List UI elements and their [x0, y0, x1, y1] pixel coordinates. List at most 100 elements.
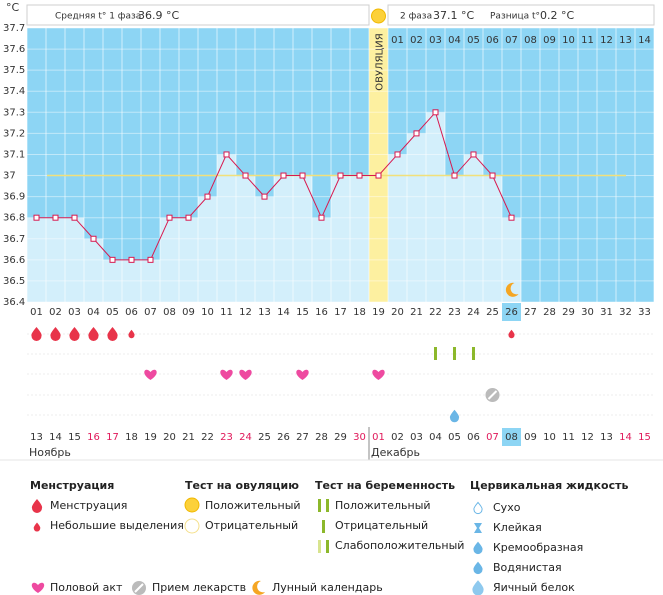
date-label: 21	[182, 432, 195, 443]
legend-icon	[472, 580, 484, 595]
phase2-day: 02	[410, 35, 423, 46]
y-tick-label: 36.4	[3, 297, 25, 308]
date-label: 23	[220, 432, 233, 443]
menstruation	[50, 327, 61, 342]
legend-item: Слабоположительный	[335, 539, 464, 552]
header-value: 36.9 °C	[138, 9, 179, 22]
temp-point	[280, 172, 287, 179]
temp-bar	[464, 154, 483, 302]
x-tick-label: 02	[49, 307, 62, 318]
moon	[505, 282, 519, 297]
temp-point	[394, 151, 401, 158]
x-tick-label: 07	[144, 307, 157, 318]
x-tick-label: 21	[410, 307, 423, 318]
header-box	[387, 4, 655, 26]
temp-bar	[274, 175, 293, 302]
date-label: 13	[30, 432, 43, 443]
x-tick-label: 14	[277, 307, 290, 318]
x-tick-label: 28	[543, 307, 556, 318]
date-label: 27	[296, 432, 309, 443]
temp-bar	[160, 217, 179, 302]
phase2-day: 09	[543, 35, 556, 46]
legend-item: Небольшие выделения	[50, 519, 184, 532]
temp-bar	[255, 196, 274, 302]
sex	[372, 369, 385, 380]
date-label: 30	[353, 432, 366, 443]
y-tick-label: 37.1	[3, 149, 25, 160]
today-box	[502, 303, 521, 321]
legend-icon	[322, 520, 325, 533]
x-tick-label: 27	[524, 307, 537, 318]
x-tick-label: 11	[220, 307, 233, 318]
legend-item: Лунный календарь	[272, 581, 383, 594]
date-label: 14	[619, 432, 632, 443]
legend-icon	[184, 497, 200, 513]
legend-icon	[252, 580, 265, 595]
month-label: Декабрь	[371, 446, 420, 459]
temp-bar	[198, 196, 217, 302]
date-label: 01	[372, 432, 385, 443]
pregnancy-test	[434, 347, 437, 360]
temp-point	[109, 256, 116, 263]
legend-item: Отрицательный	[205, 519, 298, 532]
date-label: 03	[410, 432, 423, 443]
legend-item: Яичный белок	[493, 581, 575, 594]
date-label: 14	[49, 432, 62, 443]
x-tick-label: 05	[106, 307, 119, 318]
legend-item: Положительный	[205, 499, 301, 512]
date-label: 17	[106, 432, 119, 443]
x-tick-label: 08	[163, 307, 176, 318]
date-label: 13	[600, 432, 613, 443]
legend-icon	[474, 523, 482, 533]
x-tick-label: 29	[562, 307, 575, 318]
temp-point	[489, 172, 496, 179]
date-label: 11	[562, 432, 575, 443]
x-tick-label: 32	[619, 307, 632, 318]
y-tick-label: 36.7	[3, 234, 25, 245]
phase2-day: 12	[600, 35, 613, 46]
temp-bar	[65, 217, 84, 302]
phase2-day: 13	[619, 35, 632, 46]
temp-bar	[84, 238, 103, 302]
date-label: 09	[524, 432, 537, 443]
month-label: Ноябрь	[29, 446, 71, 459]
cervical-watery	[449, 409, 460, 423]
date-label: 06	[467, 432, 480, 443]
x-tick-label: 04	[87, 307, 100, 318]
y-tick-label: 37.2	[3, 128, 25, 139]
header-label: 2 фаза	[400, 12, 432, 22]
legend-icon	[318, 540, 321, 553]
legend-icon	[184, 518, 200, 534]
legend-item: Клейкая	[493, 521, 542, 534]
header-label: Средняя t° 1 фаза	[55, 12, 141, 22]
y-tick-label: 36.9	[3, 192, 25, 203]
date-label: 22	[201, 432, 214, 443]
spotting	[508, 329, 515, 339]
sex	[144, 369, 157, 380]
legend-title: Менструация	[30, 479, 114, 492]
temp-point	[128, 256, 135, 263]
temp-bar	[293, 175, 312, 302]
pregnancy-test	[453, 347, 456, 360]
x-tick-label: 20	[391, 307, 404, 318]
header-label: Разница t°	[490, 12, 540, 22]
x-tick-label: 22	[429, 307, 442, 318]
phase2-day: 06	[486, 35, 499, 46]
date-label: 24	[239, 432, 252, 443]
y-tick-label: 37.4	[3, 86, 25, 97]
temp-point	[71, 214, 78, 221]
legend-icon	[318, 499, 321, 512]
y-tick-label: 37.5	[3, 65, 25, 76]
temp-point	[261, 193, 268, 200]
x-tick-label: 09	[182, 307, 195, 318]
menstruation	[107, 327, 118, 342]
x-tick-label: 12	[239, 307, 252, 318]
phase2-day: 04	[448, 35, 461, 46]
date-label: 26	[277, 432, 290, 443]
x-tick-label: 23	[448, 307, 461, 318]
x-tick-label: 26	[505, 307, 518, 318]
temp-point	[318, 214, 325, 221]
temp-point	[470, 151, 477, 158]
phase2-day: 11	[581, 35, 594, 46]
